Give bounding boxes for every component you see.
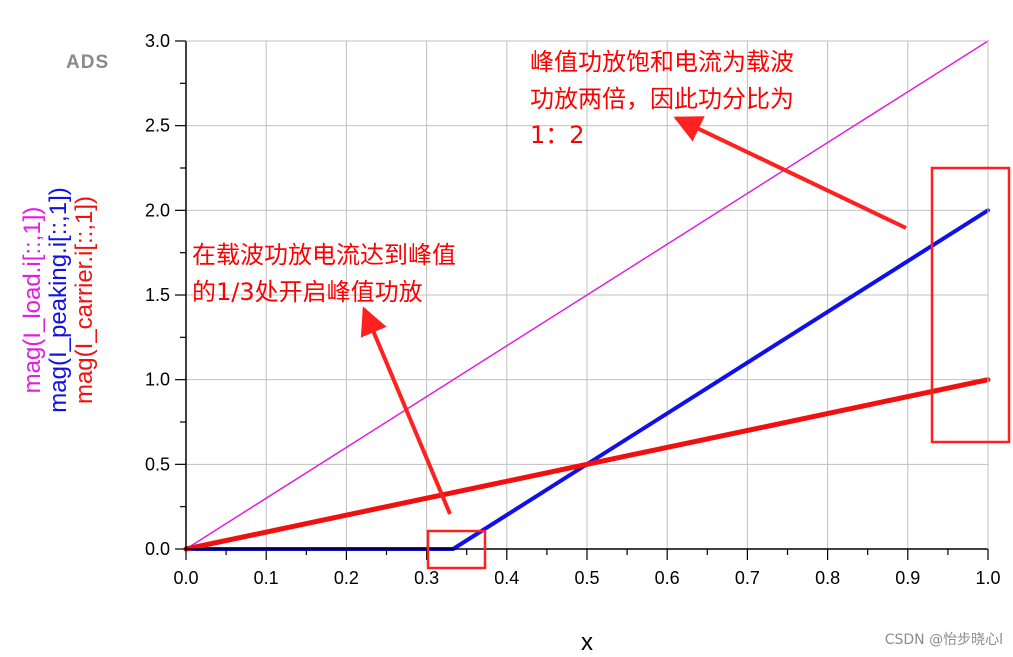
highlight-box-saturation	[930, 166, 1011, 444]
x-tick-label: 0.1	[254, 568, 279, 588]
y-tick-label: 0.0	[145, 539, 170, 559]
legend-label-3: mag(I_carrier.i[::,1])	[71, 196, 98, 404]
ads-badge: ADS	[66, 52, 109, 73]
ticks: 0.0 0.1 0.2 0.3 0.4 0.5 0.6 0.7 0.8 0.9 1.0 0.0 0.5 1…	[145, 31, 1001, 588]
y-tick-label: 1.5	[145, 285, 170, 305]
x-tick-label: 0.5	[574, 568, 599, 588]
y-tick-label: 1.0	[145, 370, 170, 390]
x-tick-label: 0.8	[815, 568, 840, 588]
y-tick-label: 2.5	[145, 116, 170, 136]
annotation-mid: 在载波功放电流达到峰值 的1/3处开启峰值功放	[192, 241, 456, 306]
highlight-box-turn-on	[426, 529, 487, 570]
y-tick-label: 2.0	[145, 200, 170, 220]
annotation-top-line-3: 1：2	[530, 121, 585, 149]
x-tick-label: 1.0	[975, 568, 1000, 588]
annotation-top-line-2: 功放两倍，因此功分比为	[530, 85, 794, 113]
y-tick-label: 0.5	[145, 454, 170, 474]
annotation-top: 峰值功放饱和电流为载波 功放两倍，因此功分比为 1：2	[530, 48, 794, 149]
x-tick-label: 0.3	[414, 568, 439, 588]
series-line-1	[185, 40, 989, 550]
legend-label-2: mag(I_peaking.i[::,1])	[45, 187, 72, 412]
legend: mag(I_load.i[::,1]) mag(I_peaking.i[::,1]…	[19, 187, 98, 412]
x-tick-label: 0.2	[334, 568, 359, 588]
x-axis-title: x	[581, 629, 593, 656]
x-tick-label: 0.0	[173, 568, 198, 588]
watermark: CSDN @怡步晓心l	[885, 632, 1003, 648]
x-tick-label: 0.4	[494, 568, 519, 588]
legend-label-1: mag(I_load.i[::,1])	[19, 207, 46, 394]
callout-arrow-top	[673, 116, 907, 230]
callout-arrow-mid	[360, 306, 452, 515]
x-tick-label: 0.6	[655, 568, 680, 588]
annotation-mid-line-1: 在载波功放电流达到峰值	[192, 241, 456, 269]
x-tick-label: 0.9	[895, 568, 920, 588]
annotation-mid-line-2: 的1/3处开启峰值功放	[192, 278, 423, 306]
x-tick-label: 0.7	[735, 568, 760, 588]
annotation-top-line-1: 峰值功放饱和电流为载波	[530, 48, 794, 76]
series-line-3	[183, 377, 991, 552]
y-tick-label: 3.0	[145, 31, 170, 51]
